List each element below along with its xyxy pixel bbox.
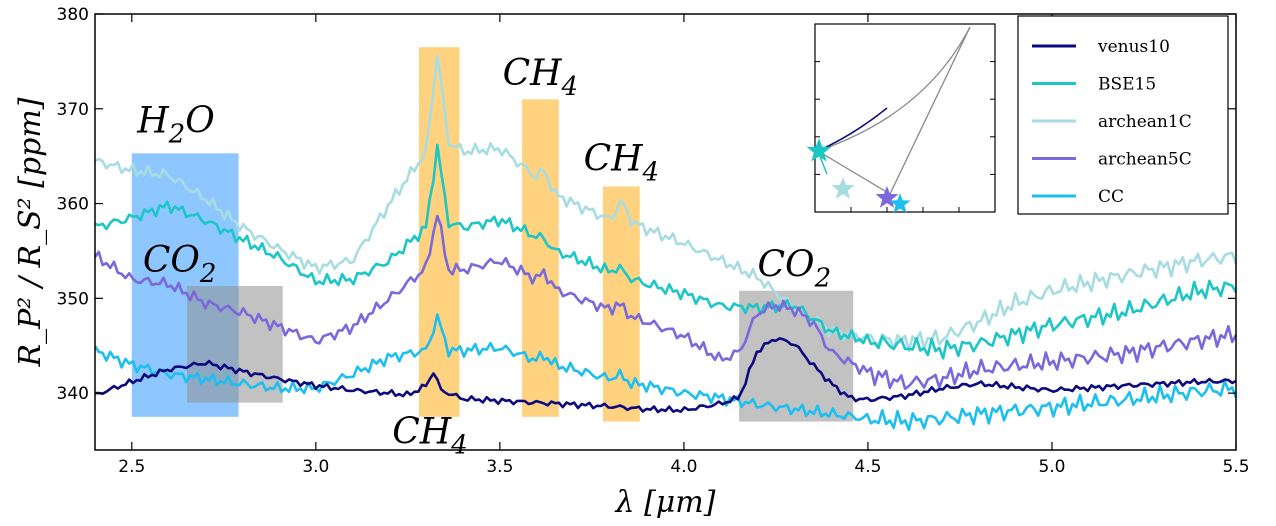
band-ch4-2 <box>418 47 460 417</box>
inset-curve <box>817 26 971 152</box>
molecule-label: CH4 <box>584 138 660 187</box>
x-axis-title: λ [μm] <box>615 485 716 520</box>
x-tick-label: 4.5 <box>854 457 881 477</box>
inset-frame <box>814 23 996 213</box>
x-tick-label: 3.0 <box>302 457 329 477</box>
legend-box <box>1017 15 1229 215</box>
x-tick-label: 3.5 <box>486 457 513 477</box>
y-tick-label: 340 <box>57 384 89 404</box>
y-axis-title: R_P² / R_S² [ppm] <box>13 97 48 367</box>
y-tick-label: 350 <box>57 289 89 309</box>
legend-label-CC: CC <box>1098 187 1124 207</box>
molecule-label: CH4 <box>503 53 579 102</box>
series-line-archean5C <box>93 214 1238 391</box>
axis-ticks: 2.5 3.0 3.5 4.0 4.5 5.0 5.5 340 350 360 370 380 <box>57 5 1250 477</box>
x-tick-label: 5.0 <box>1038 457 1065 477</box>
legend-label-archean5C: archean5C <box>1098 150 1192 170</box>
molecule-label: CH4 <box>392 411 468 460</box>
plot-frame <box>94 13 1237 451</box>
x-tick-label: 5.5 <box>1222 457 1249 477</box>
absorption-bands <box>131 47 854 422</box>
legend-label-BSE15: BSE15 <box>1098 75 1156 95</box>
molecule-label: H2O <box>136 100 214 149</box>
y-tick-label: 380 <box>57 5 89 25</box>
x-tick-label: 4.0 <box>670 457 697 477</box>
legend-label-archean1C: archean1C <box>1098 112 1192 132</box>
series-line-archean1C <box>94 54 1238 353</box>
molecule-label: CO2 <box>143 240 217 289</box>
inset-star-archean1C <box>831 177 855 199</box>
y-axis-title-group: R_P² / R_S² [ppm] <box>13 97 48 367</box>
inset-star-archean5C <box>875 186 899 208</box>
molecule-label: CO2 <box>758 245 832 294</box>
band-ch4-3 <box>521 99 559 417</box>
series-line-venus10 <box>94 337 1237 414</box>
inset-diagram <box>806 23 996 213</box>
series-line-BSE15 <box>94 143 1238 360</box>
inset-star-BSE15 <box>806 138 832 162</box>
legend: venus10 BSE15 archean1C archean5C CC <box>1017 15 1229 215</box>
y-tick-label: 370 <box>57 100 89 120</box>
series-line-CC <box>93 313 1238 432</box>
legend-label-venus10: venus10 <box>1097 37 1170 57</box>
spectra-series <box>93 54 1238 432</box>
inset-star-CC <box>889 193 911 213</box>
y-tick-label: 360 <box>57 195 89 215</box>
x-tick-label: 2.5 <box>118 457 145 477</box>
